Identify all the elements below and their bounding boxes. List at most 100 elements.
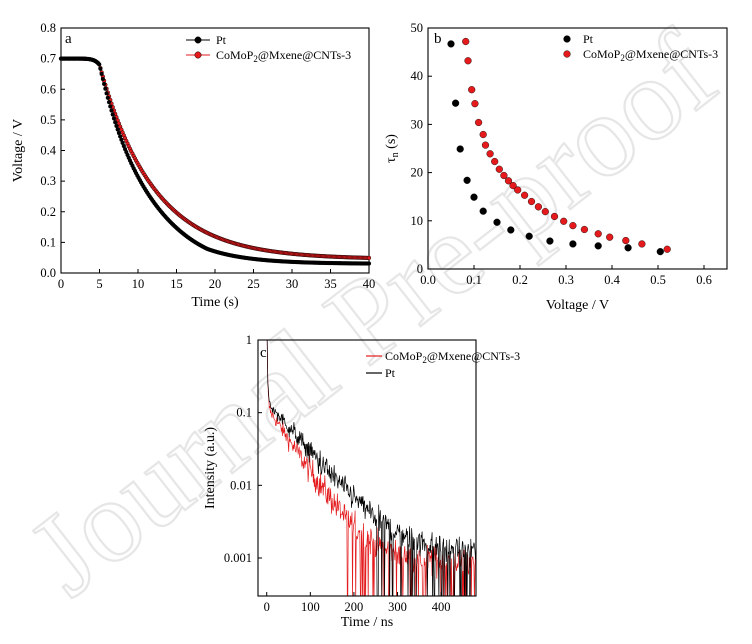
data-point [560, 217, 568, 225]
y-tick-label: 0.4 [40, 144, 56, 158]
data-point [500, 171, 508, 180]
y-tick-label: 0.5 [40, 113, 56, 127]
data-point [507, 226, 515, 234]
x-tick-label: 0.3 [558, 273, 574, 287]
panel-label: a [65, 31, 72, 47]
data-point [486, 150, 494, 158]
data-point [470, 193, 478, 201]
y-tick-label: 20 [411, 166, 424, 180]
x-tick-label: 35 [324, 277, 337, 291]
data-point [464, 57, 472, 65]
x-tick-label: 0.2 [512, 273, 528, 287]
data-point [111, 116, 117, 121]
legend-marker [194, 36, 202, 44]
watermark-text: Journal Pre-proof [5, 6, 740, 620]
data-point [463, 176, 471, 184]
data-point [115, 127, 120, 132]
series-pt [266, 340, 476, 596]
data-point [114, 123, 119, 129]
data-point [105, 95, 110, 100]
data-point [99, 71, 104, 77]
y-axis-label: Voltage / V [11, 119, 26, 182]
panel-b: 0.0 0.1 0.2 0.3 0.4 0.5 0.6 0 10 20 30 40 50 Voltage … [384, 21, 728, 313]
x-tick-label: 20 [209, 277, 222, 291]
data-point [447, 40, 455, 48]
data-point [366, 261, 372, 266]
legend-label: Pt [216, 33, 227, 47]
legend-marker [563, 35, 571, 43]
y-tick-label: 50 [411, 21, 424, 35]
y-tick-label: 0.2 [40, 205, 56, 219]
data-point [514, 186, 522, 194]
data-point [580, 225, 589, 234]
x-tick-label: 200 [345, 600, 364, 614]
data-point [534, 203, 543, 211]
y-tick-label: 0.7 [40, 52, 56, 66]
series-comop2 [462, 37, 671, 253]
y-tick-label: 40 [411, 69, 424, 83]
x-tick-label: 0.0 [420, 273, 436, 287]
data-point [663, 245, 671, 253]
data-point [546, 237, 554, 245]
data-point [108, 104, 113, 109]
data-point [520, 191, 529, 199]
data-point [479, 207, 487, 215]
legend-label: CoMoP2@Mxene@CNTs-3 [216, 48, 351, 64]
panel-c: 0 100 200 300 400 1 0.1 0.01 0.001 Time / ns Inten… [203, 333, 520, 630]
data-point [366, 255, 372, 261]
data-point [456, 145, 464, 153]
y-tick-label: 0.1 [236, 406, 252, 420]
watermark: Journal Pre-proof [4, 5, 741, 621]
data-point [98, 66, 103, 71]
data-point [493, 218, 501, 226]
x-tick-label: 0.4 [604, 273, 620, 287]
data-point [638, 240, 646, 248]
data-point [624, 244, 632, 252]
panel-label: b [434, 31, 442, 47]
data-point [656, 248, 664, 256]
data-point [606, 233, 614, 241]
y-tick-label: 0.0 [40, 266, 56, 280]
y-tick-label: 0 [417, 262, 423, 276]
legend: CoMoP2@Mxene@CNTs-3Pt [366, 349, 520, 380]
data-point [97, 62, 102, 67]
x-tick-label: 0.1 [466, 273, 482, 287]
x-axis-label: Voltage / V [546, 298, 609, 313]
data-point [525, 232, 533, 240]
x-tick-label: 0.6 [696, 273, 712, 287]
data-point [109, 108, 114, 113]
x-tick-label: 0 [58, 277, 64, 291]
plot-frame [257, 339, 477, 597]
y-tick-label: 0.01 [230, 478, 252, 492]
legend-marker [194, 51, 202, 59]
data-point [527, 197, 536, 206]
data-point [475, 118, 483, 127]
series-pt [447, 40, 664, 256]
x-tick-label: 25 [247, 277, 260, 291]
x-tick-label: 40 [363, 277, 376, 291]
panel-label: c [260, 345, 267, 361]
y-axis-label: τn (s) [384, 134, 401, 163]
y-tick-label: 0.001 [224, 551, 252, 565]
x-tick-label: 100 [301, 600, 320, 614]
panel-a: 0 5 10 15 20 25 30 35 40 0.0 0.1 0.2 0.3 0.4 0.5 0.6 0.7… [11, 21, 375, 310]
data-point [569, 222, 577, 230]
x-tick-label: 0 [264, 600, 270, 614]
data-point [471, 100, 479, 108]
legend-label: CoMoP2@Mxene@CNTs-3 [385, 349, 520, 365]
x-tick-label: 0.5 [650, 273, 666, 287]
data-point [110, 112, 115, 117]
series-pt [58, 56, 372, 266]
y-tick-label: 10 [411, 214, 424, 228]
x-tick-label: 400 [432, 600, 451, 614]
data-point [113, 120, 118, 125]
y-tick-label: 1 [246, 333, 252, 347]
data-point [541, 208, 549, 216]
data-point [509, 182, 517, 190]
data-point [106, 100, 112, 105]
x-tick-label: 15 [170, 277, 183, 291]
y-tick-label: 0.8 [40, 21, 56, 35]
